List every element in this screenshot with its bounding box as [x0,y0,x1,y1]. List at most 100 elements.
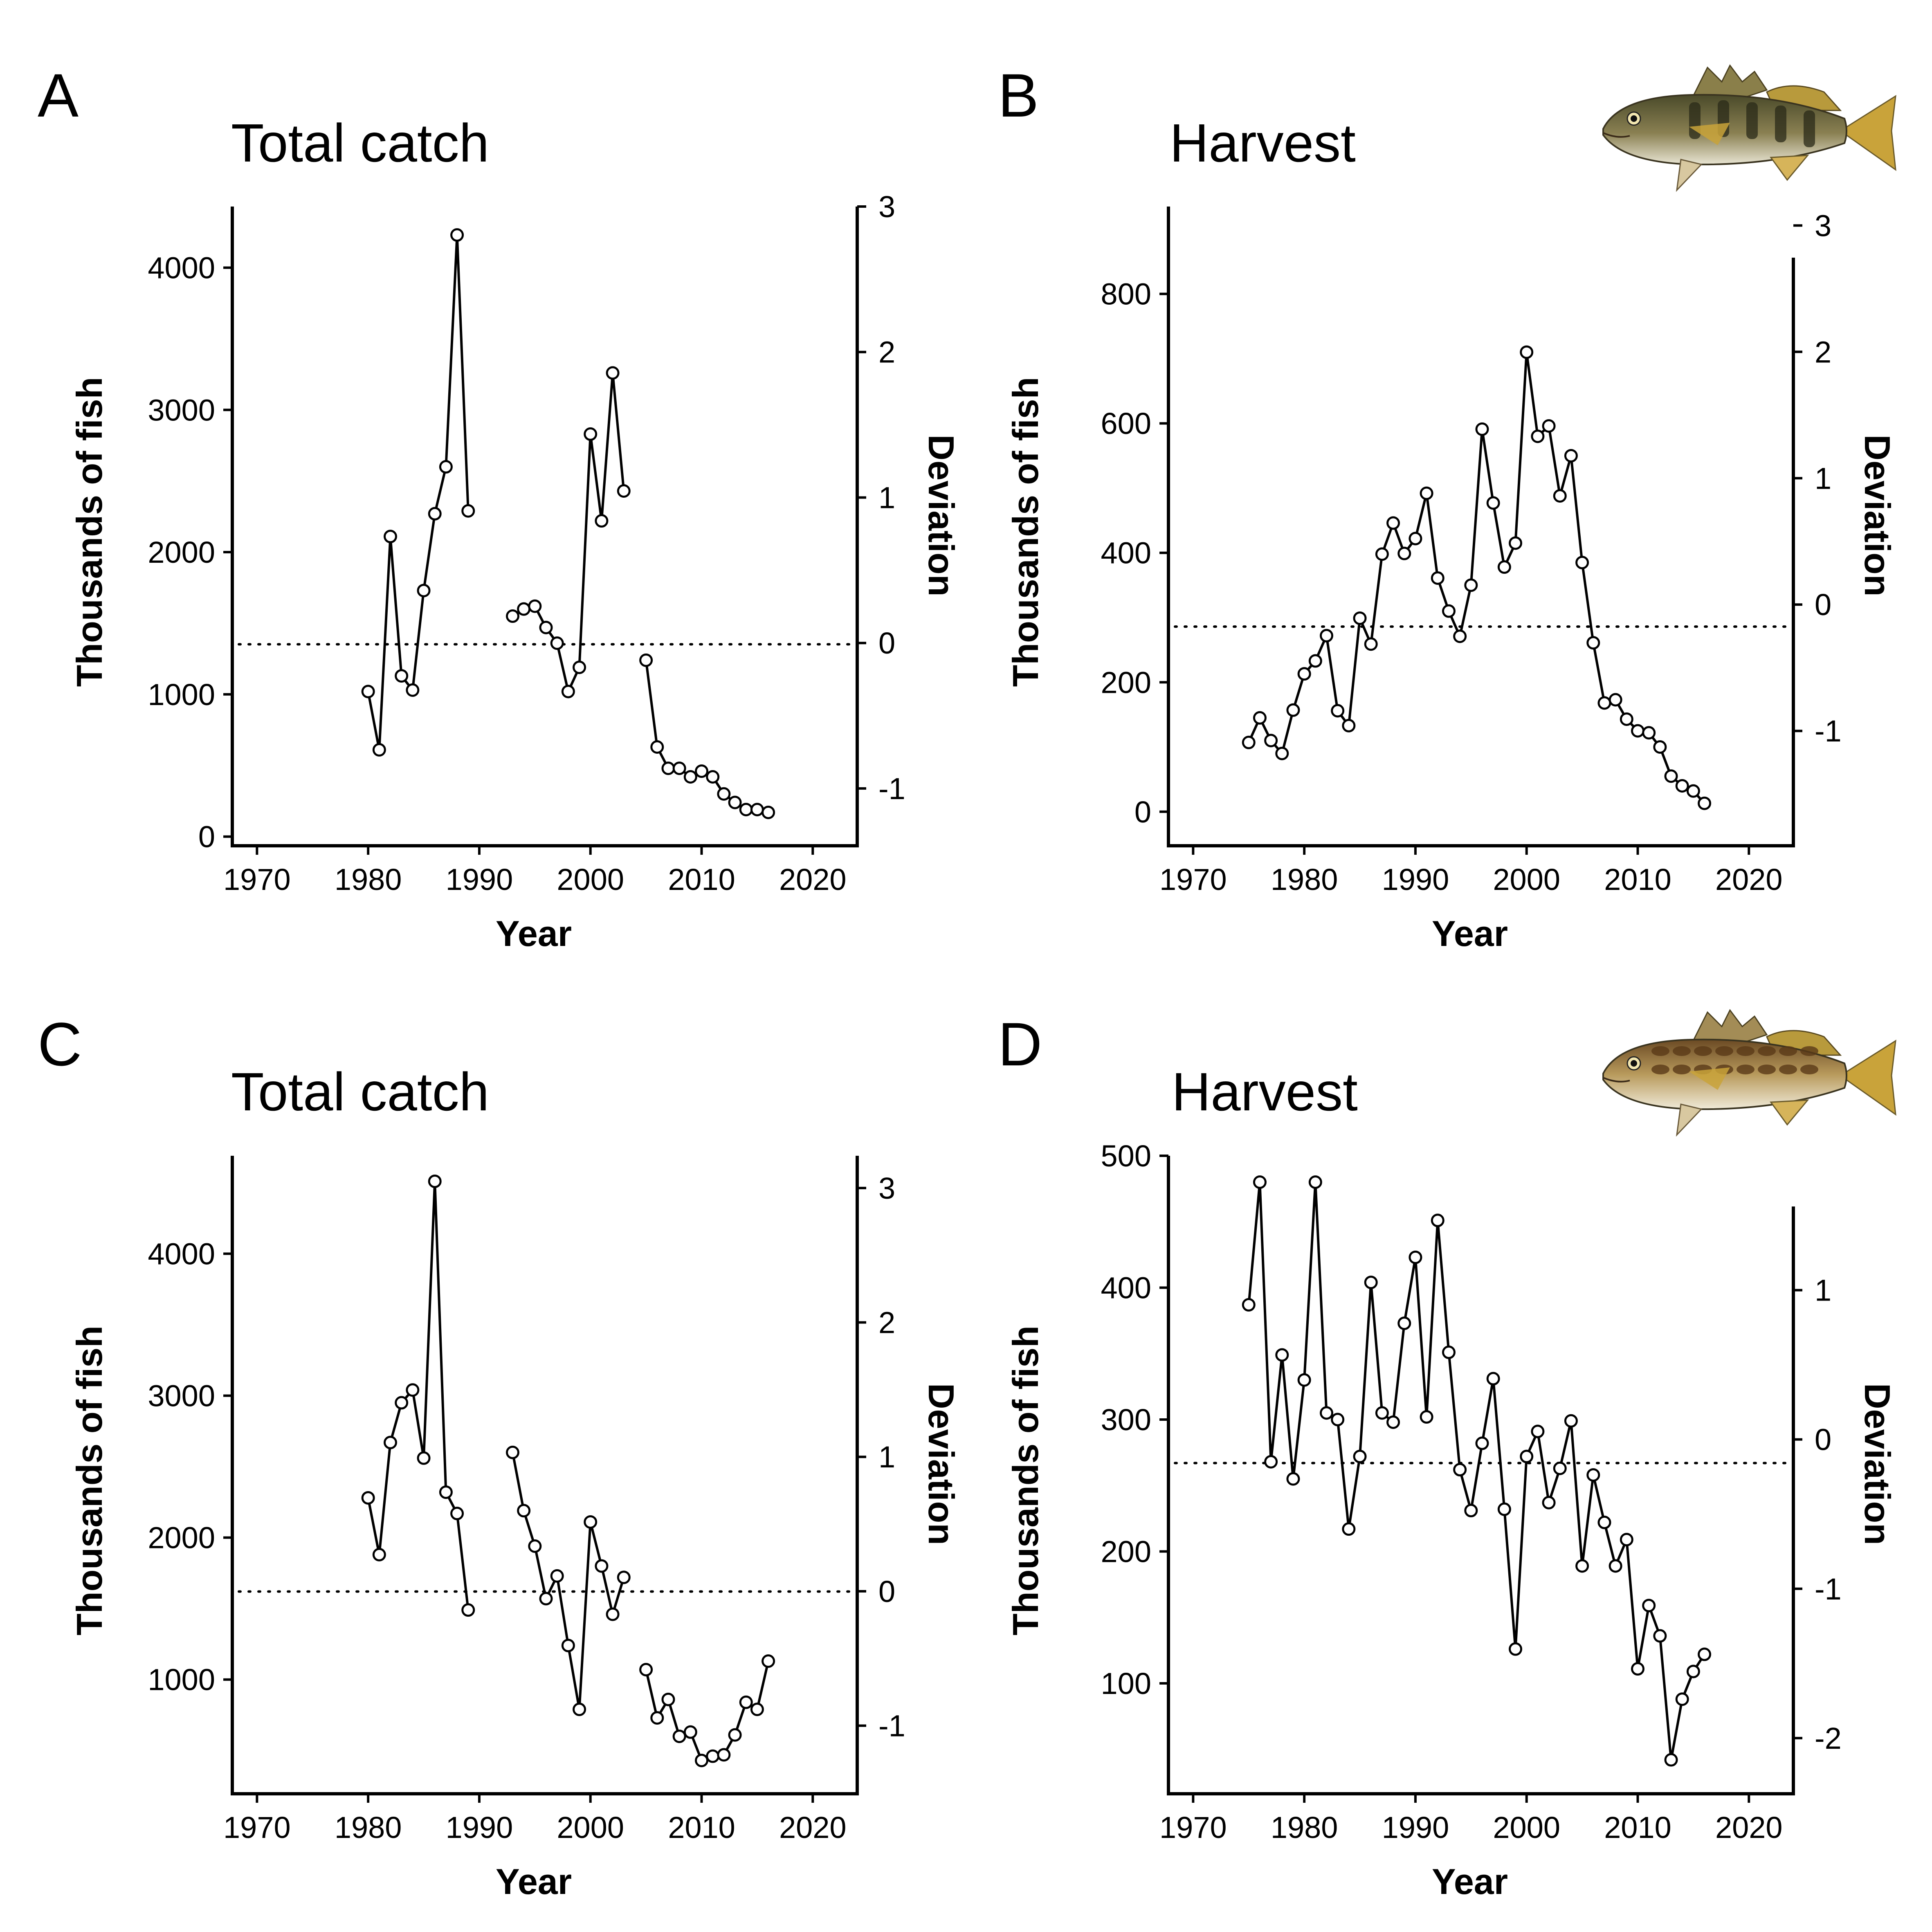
panel-c-x-axis-title: Year [496,1861,572,1902]
panel-b-data-point [1531,429,1545,443]
panel-d-data-point [1531,1424,1545,1438]
panel-c-data-point [762,1654,775,1668]
panel-d-data-point [1509,1642,1523,1656]
panel-b-y2-tick-label: 1 [1815,461,1831,495]
panel-a-data-point [650,740,664,754]
panel-d-data-point [1698,1647,1712,1661]
panel-a-x-tick-label: 1980 [335,863,402,896]
panel-a-y2-axis-title: Deviation [921,434,962,596]
panel-a-series-line [367,235,470,750]
panel-b-data-point [1375,547,1389,561]
panel-d-data-point [1264,1455,1278,1469]
panel-d-data-point [1386,1415,1400,1429]
panel-c-data-point [450,1507,464,1521]
panel-b-data-point [1597,696,1611,710]
panel-b-y2-tick-label: 0 [1815,588,1831,622]
panel-c-data-point [661,1692,675,1706]
panel-c-y2-axis-title: Deviation [921,1383,962,1545]
panel-a-data-point [406,683,420,697]
panel-a-x-tick-label: 1990 [446,863,513,896]
panel-b-data-point [1275,746,1289,760]
panel-b-y2-axis-title: Deviation [1857,434,1898,596]
panel-b-data-point [1264,734,1278,748]
panel-a-y-tick-label: 2000 [148,535,215,569]
panel-d-data-point [1631,1662,1644,1676]
panel-d-data-point [1675,1692,1689,1706]
panel-c-x-tick-label: 1970 [223,1811,291,1844]
panel-d-data-point [1686,1665,1700,1678]
panel-b-data-point [1631,724,1644,738]
panel-d-data-point [1364,1276,1378,1289]
panel-b-y-tick-label: 400 [1101,536,1151,570]
panel-a-y-tick-label: 0 [198,820,215,854]
panel-c-data-point [739,1695,753,1709]
panel-d-data-point [1442,1346,1456,1359]
panel-a-data-point [461,504,475,518]
panel-c-data-point [750,1703,764,1716]
panel-c-x-tick-label: 2010 [668,1811,735,1844]
kelp-bass-illustration [1602,64,1896,192]
panel-c-y2-tick-label: 0 [878,1575,895,1609]
panel-b-data-point [1509,536,1523,550]
panel-d-data-point [1409,1250,1422,1264]
panel-b-data-point [1420,486,1433,500]
panel-d-y-tick-label: 400 [1101,1271,1151,1305]
panel-a-y2-tick-label: 1 [878,481,895,514]
panel-d: D Harvest 1970 1980 1990 2000 2010 2020 100 200 30… [998,1009,1898,1902]
panel-c-data-point [650,1711,664,1725]
panel-a-data-point [450,228,464,242]
panel-a-y-axis-title: Thousands of fish [69,377,110,687]
panel-d-data-point [1620,1532,1633,1546]
panel-b-data-point [1575,555,1589,569]
panel-c-data-point [528,1539,542,1553]
panel-d-y2-tick-label: -1 [1815,1572,1842,1606]
panel-d-data-point [1642,1599,1656,1613]
panel-d-data-point [1553,1461,1567,1475]
panel-d-x-tick-label: 1980 [1271,1811,1338,1844]
panel-d-y-tick-label: 100 [1101,1667,1151,1701]
panel-b-data-point [1686,784,1700,798]
panel-a-data-point [750,802,764,816]
panel-b-data-point [1308,654,1322,668]
panel-c-series-line [511,1452,625,1710]
panel-d-data-point [1564,1414,1578,1428]
panel-b-x-tick-label: 1970 [1159,863,1227,896]
panel-a-data-point [428,507,442,521]
panel-c-y2-tick-label: 1 [878,1440,895,1474]
panel-a-data-point [606,366,620,380]
panel-c-x-tick-label: 1990 [446,1811,513,1844]
panel-c-x-tick-label: 2000 [557,1811,624,1844]
panel-d-data-point [1609,1559,1622,1573]
panel-c-y2-tick-label: -1 [878,1709,905,1743]
panel-b-x-tick-label: 2020 [1715,863,1783,896]
panel-a-x-tick-label: 2000 [557,863,624,896]
panel-d-data-point [1342,1522,1356,1536]
panel-d-data-point [1353,1449,1367,1463]
panel-c-series-line [645,1660,770,1762]
panel-b-data-point [1364,637,1378,651]
panel-a-data-point [372,743,386,757]
panel-a-data-point [361,685,375,699]
panel-b-data-point [1497,560,1511,574]
panel-d-y2-tick-label: -2 [1815,1721,1842,1755]
panel-a: A Total catch 1970 1980 1990 2000 2010 2020 0 100… [38,61,962,954]
panel-c-data-point [550,1569,564,1583]
panel-a-data-point [439,460,453,474]
panel-c-y2-tick-label: 3 [878,1171,895,1205]
panel-c-data-point [683,1725,697,1739]
panel-c-y-tick-label: 2000 [148,1521,215,1555]
panel-c-data-point [561,1638,575,1652]
panel-b-data-point [1286,703,1300,717]
panel-a-y-tick-label: 3000 [148,393,215,427]
panel-d-data-point [1486,1372,1500,1386]
panel-c-data-point [706,1749,720,1763]
panel-a-data-point [539,620,553,634]
panel-d-data-point [1242,1298,1256,1312]
panel-c-data-point [395,1396,409,1410]
panel-b-y2-tick-label: -1 [1815,714,1842,748]
panel-b-data-point [1453,629,1467,643]
panel-c-letter: C [38,1010,82,1078]
panel-b-data-point [1664,769,1678,783]
panel-c-series-line [367,1181,470,1611]
